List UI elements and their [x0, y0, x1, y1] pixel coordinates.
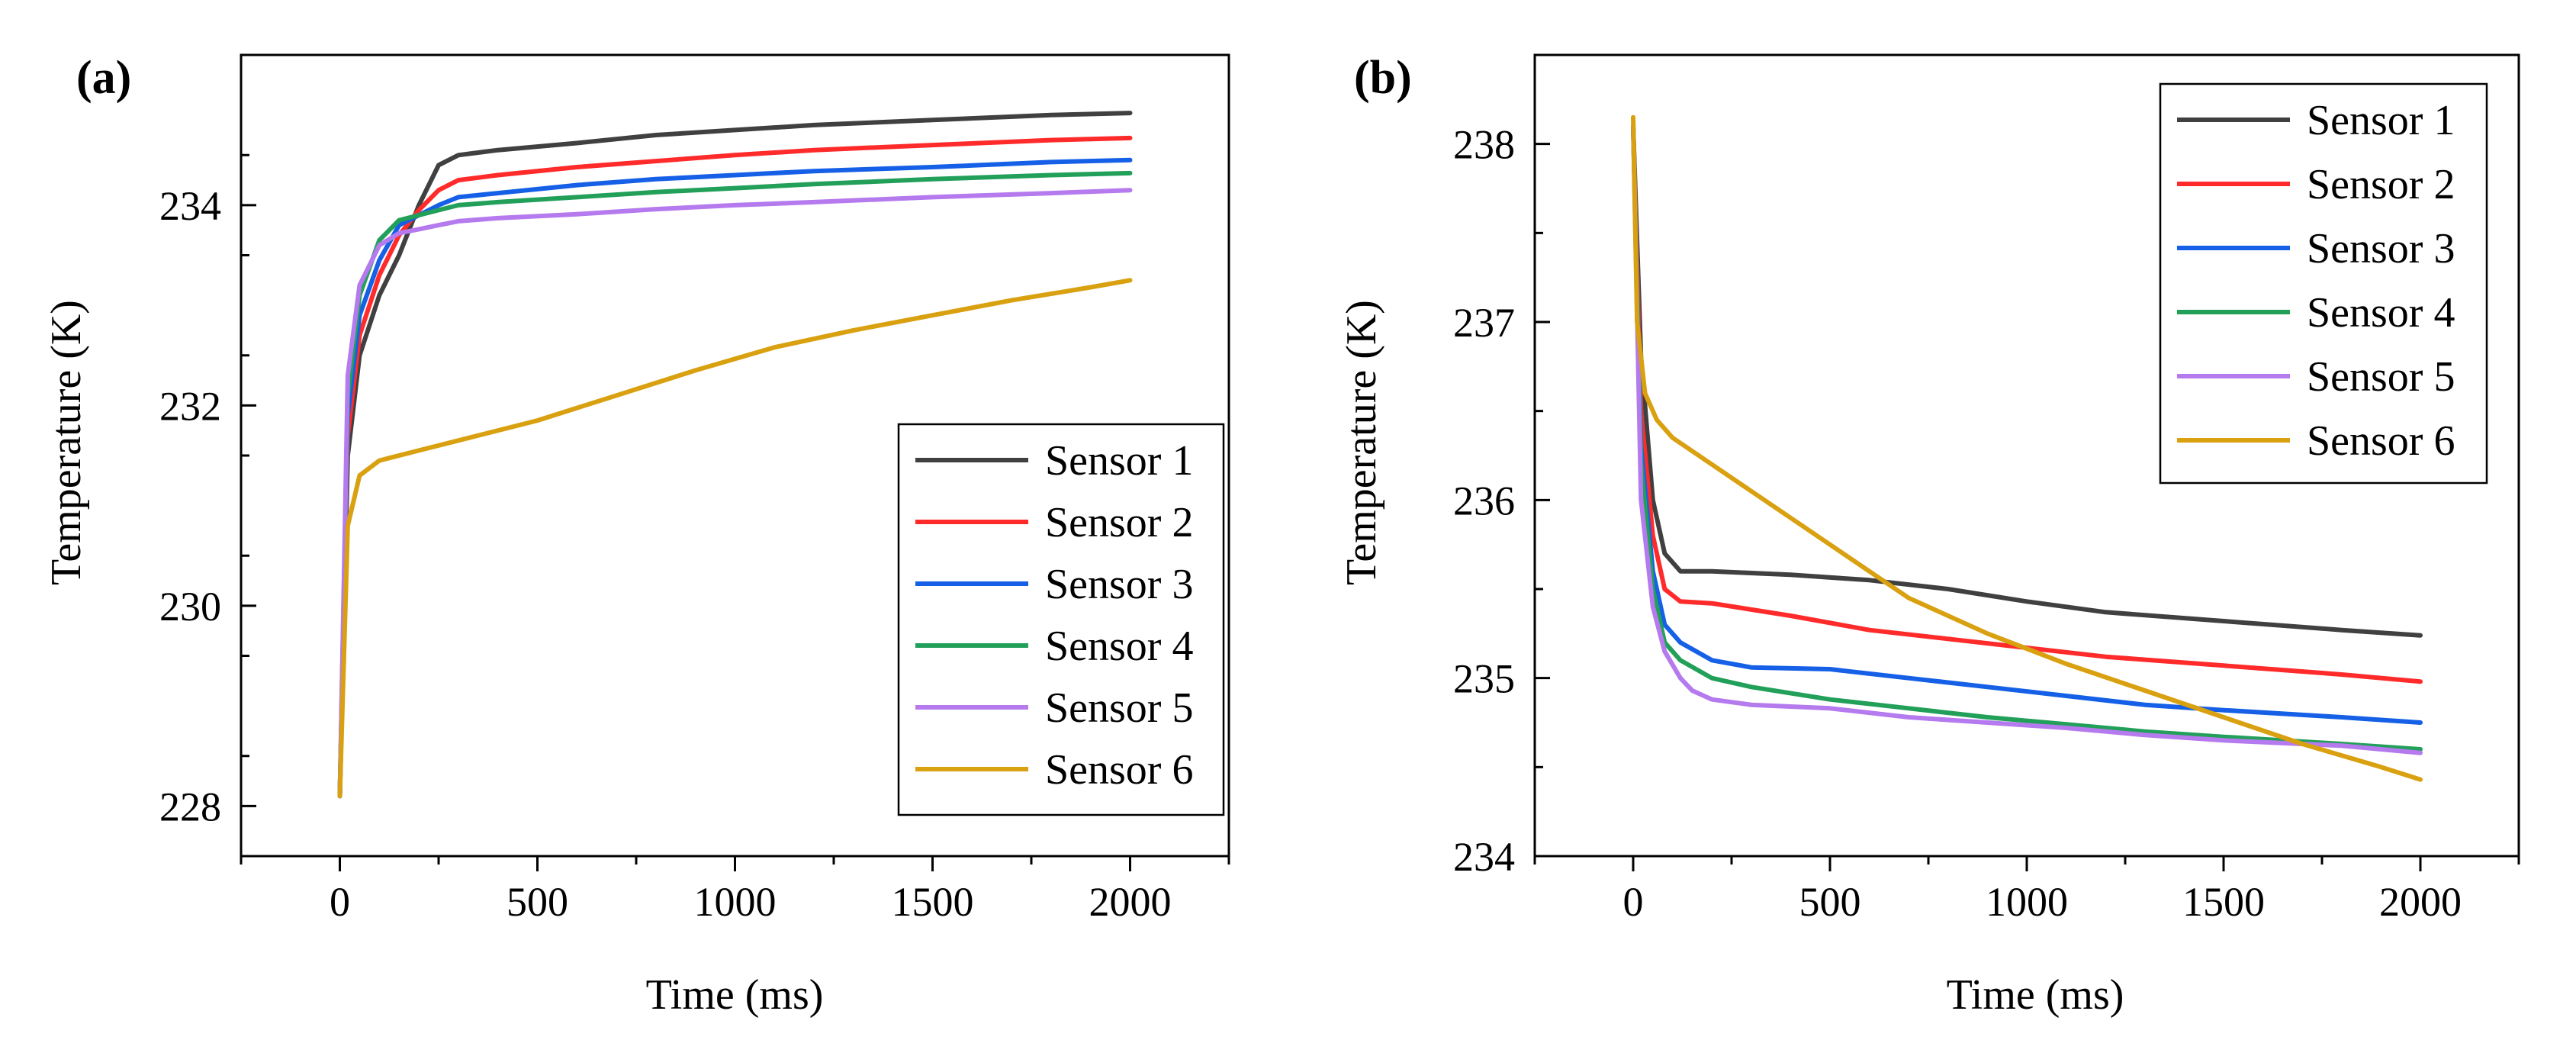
legend-label-a-sensor-3: Sensor 3: [1045, 561, 1193, 608]
legend-label-b-sensor-1: Sensor 1: [2307, 97, 2455, 144]
series-line-a-sensor-2: [337, 135, 1133, 799]
y-tick-label-b: 237: [1453, 300, 1515, 346]
series-line-b-sensor-4: [1631, 124, 2423, 752]
x-tick-label-a: 0: [330, 879, 350, 925]
x-axis-label-b: Time (ms): [1947, 971, 2124, 1019]
series-line-a-sensor-6: [337, 278, 1133, 799]
x-tick-label-a: 2000: [1089, 879, 1172, 925]
legend-label-a-sensor-4: Sensor 4: [1045, 623, 1193, 670]
legend-label-b-sensor-4: Sensor 4: [2307, 289, 2455, 336]
legend-label-a-sensor-2: Sensor 2: [1045, 499, 1193, 546]
y-tick-label-b: 234: [1453, 834, 1515, 880]
legend-box-a: [897, 423, 1225, 816]
legend-label-b-sensor-3: Sensor 3: [2307, 225, 2455, 272]
x-tick-label-a: 1000: [694, 879, 777, 925]
x-axis-label-a: Time (ms): [646, 971, 824, 1019]
panel-label-b: (b): [1354, 52, 1412, 104]
y-tick-label-b: 238: [1453, 122, 1515, 168]
panel-a: (a) Temperature (K) Time (ms) 0 500 1000 15…: [43, 52, 1230, 1019]
series-line-b-sensor-5: [1631, 124, 2423, 755]
legend-label-a-sensor-1: Sensor 1: [1045, 437, 1193, 485]
legend-label-b-sensor-5: Sensor 5: [2307, 353, 2455, 401]
series-line-a-sensor-5: [337, 188, 1133, 799]
x-tick-label-b: 1000: [1986, 879, 2068, 925]
series-line-a-sensor-1: [337, 111, 1133, 799]
legend-box-b: [2159, 82, 2488, 485]
x-tick-label-b: 2000: [2379, 879, 2462, 925]
y-tick-label-b: 235: [1453, 656, 1515, 702]
panel-b: (b) Temperature (K) Time (ms) 0 500 1000 15…: [1338, 52, 2520, 1019]
y-tick-label-a: 234: [159, 183, 221, 229]
x-tick-label-b: 1500: [2182, 879, 2265, 925]
series-line-a-sensor-3: [337, 157, 1133, 799]
series-line-b-sensor-2: [1631, 124, 2423, 684]
x-tick-label-b: 500: [1799, 879, 1861, 925]
series-line-b-sensor-6: [1631, 114, 2423, 782]
x-tick-label-a: 1500: [892, 879, 974, 925]
x-tick-label-b: 0: [1623, 879, 1644, 925]
y-axis-label-b: Temperature (K): [1338, 300, 1385, 585]
y-tick-label-b: 236: [1453, 478, 1515, 523]
legend-label-a-sensor-5: Sensor 5: [1045, 684, 1193, 732]
y-axis-label-a: Temperature (K): [43, 300, 90, 585]
series-line-b-sensor-1: [1631, 124, 2423, 638]
legend-label-b-sensor-6: Sensor 6: [2307, 417, 2455, 465]
legend-label-b-sensor-2: Sensor 2: [2307, 161, 2455, 208]
panel-label-a: (a): [76, 52, 131, 104]
y-tick-label-a: 230: [159, 584, 221, 629]
legend-label-a-sensor-6: Sensor 6: [1045, 746, 1193, 794]
y-tick-label-a: 232: [159, 383, 221, 429]
x-tick-label-a: 500: [507, 879, 568, 925]
y-tick-label-a: 228: [159, 784, 221, 829]
